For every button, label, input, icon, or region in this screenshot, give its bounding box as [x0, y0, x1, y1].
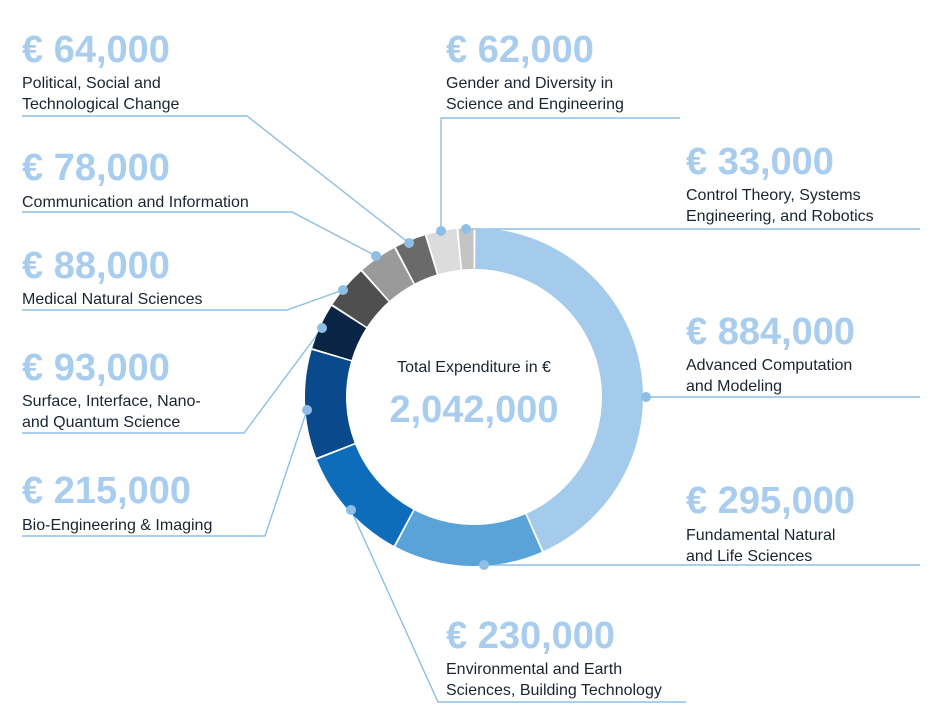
- leader-dot: [302, 405, 312, 415]
- donut-slice: [395, 510, 542, 566]
- slice-category-label: Science and Engineering: [446, 96, 624, 113]
- donut-slice: [312, 306, 367, 360]
- center-caption: Total Expenditure in €: [397, 359, 551, 376]
- leader-line: [350, 509, 686, 703]
- slice-category-label: Medical Natural Sciences: [22, 291, 203, 308]
- donut-slice: [395, 235, 437, 284]
- slice-amount-label: € 78,000: [22, 147, 170, 189]
- slice-amount-label: € 88,000: [22, 245, 170, 287]
- leader-line: [22, 289, 344, 311]
- slice-category-label: and Quantum Science: [22, 414, 180, 431]
- slice-category-label: Sciences, Building Technology: [446, 682, 662, 699]
- donut-slice: [332, 271, 389, 327]
- leader-dot: [461, 224, 471, 234]
- donut-slice: [305, 350, 355, 458]
- slice-category-label: and Modeling: [686, 378, 782, 395]
- leader-line: [22, 211, 377, 257]
- leader-dots: [302, 224, 651, 570]
- leader-dot: [371, 251, 381, 261]
- slice-amount-label: € 33,000: [686, 141, 834, 183]
- leader-dot: [338, 285, 348, 295]
- slice-labels: € 884,000 Advanced Computation and Modelin…: [22, 29, 874, 699]
- slice-amount-label: € 884,000: [686, 311, 855, 353]
- slice-category-label: Gender and Diversity in: [446, 75, 613, 92]
- slice-category-label: Environmental and Earth: [446, 661, 622, 678]
- leader-line: [440, 117, 680, 231]
- slice-amount-label: € 62,000: [446, 29, 594, 71]
- leader-line: [22, 115, 410, 244]
- leader-line: [22, 327, 323, 434]
- slice-amount-label: € 64,000: [22, 29, 170, 71]
- slice-category-label: Bio-Engineering & Imaging: [22, 517, 212, 534]
- donut-slice: [458, 228, 474, 270]
- slice-category-label: Communication and Information: [22, 194, 249, 211]
- leader-dot: [479, 560, 489, 570]
- donut-slice: [317, 444, 414, 546]
- donut-slice: [426, 228, 461, 275]
- slice-amount-label: € 295,000: [686, 480, 855, 522]
- leader-dot: [346, 505, 356, 515]
- leader-dot: [641, 392, 651, 402]
- slice-amount-label: € 93,000: [22, 347, 170, 389]
- slice-category-label: and Life Sciences: [686, 548, 812, 565]
- slice-category-label: Advanced Computation: [686, 357, 852, 374]
- slice-category-label: Fundamental Natural: [686, 527, 835, 544]
- leader-dot: [317, 323, 327, 333]
- donut-slice: [475, 228, 643, 551]
- slice-amount-label: € 230,000: [446, 615, 615, 657]
- leader-dot: [404, 238, 414, 248]
- center-total: 2,042,000: [389, 389, 558, 431]
- slice-category-label: Engineering, and Robotics: [686, 208, 874, 225]
- donut-slices: [305, 228, 643, 566]
- slice-category-label: Surface, Interface, Nano-: [22, 393, 201, 410]
- slice-amount-label: € 215,000: [22, 470, 191, 512]
- donut-slice: [362, 248, 414, 301]
- leader-lines: [22, 115, 920, 703]
- slice-category-label: Control Theory, Systems: [686, 187, 861, 204]
- slice-category-label: Technological Change: [22, 96, 180, 113]
- leader-dot: [436, 226, 446, 236]
- slice-category-label: Political, Social and: [22, 75, 161, 92]
- leader-line: [22, 409, 308, 537]
